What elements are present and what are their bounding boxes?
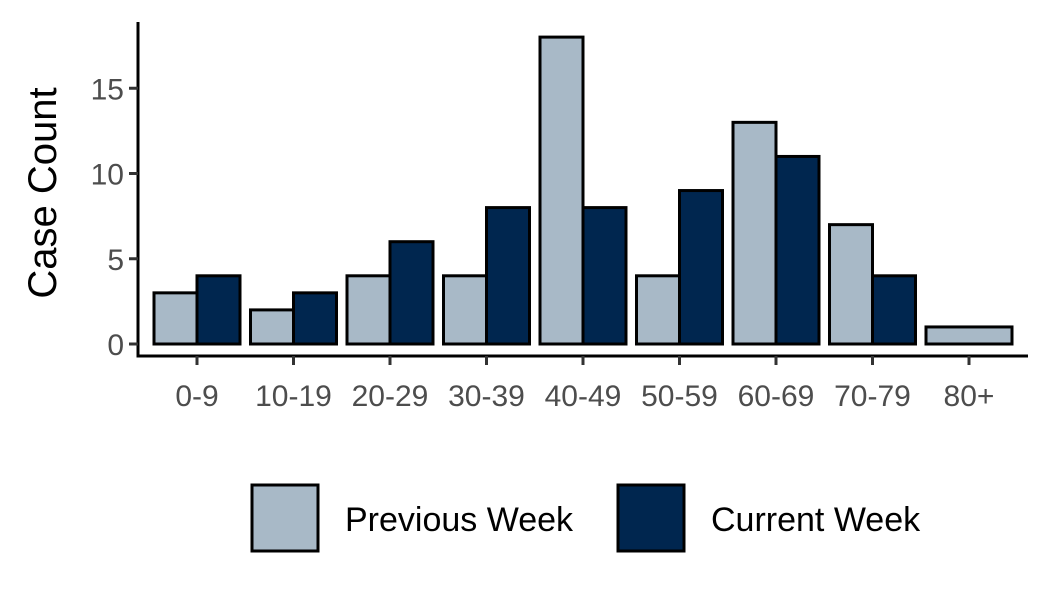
bar-previous-week-80+	[924, 325, 1014, 346]
bar-previous-week-70-79	[828, 223, 874, 346]
bar-current-week-20-29	[388, 240, 435, 346]
y-ticks: 0 5 10 15	[91, 73, 138, 362]
bar-current-week-10-19	[292, 291, 338, 346]
bars-layer	[152, 35, 1014, 346]
bar-current-week-70-79	[871, 274, 917, 346]
legend: Previous Week Current Week	[250, 483, 921, 553]
y-tick-label-10: 10	[91, 159, 124, 192]
x-tick-label-40-49: 40-49	[545, 380, 622, 413]
y-tick-label-0: 0	[107, 329, 124, 362]
bar-previous-week-0-9	[152, 291, 199, 346]
bar-current-week-30-39	[485, 206, 531, 346]
x-tick-label-50-59: 50-59	[641, 380, 718, 413]
legend-label-current-week: Current Week	[711, 501, 921, 539]
legend-swatch-previous-week	[250, 483, 320, 553]
x-tick-label-20-29: 20-29	[352, 380, 429, 413]
x-tick-label-70-79: 70-79	[834, 380, 911, 413]
bar-previous-week-30-39	[442, 274, 488, 346]
bar-previous-week-50-59	[635, 274, 681, 346]
x-tick-label-10-19: 10-19	[255, 380, 332, 413]
bar-current-week-60-69	[774, 154, 821, 346]
x-tick-label-80+: 80+	[944, 380, 995, 413]
legend-swatch-current-week	[616, 483, 686, 553]
bar-current-week-50-59	[678, 189, 724, 346]
bar-current-week-0-9	[195, 274, 242, 346]
y-tick-label-5: 5	[107, 244, 124, 277]
x-tick-label-0-9: 0-9	[175, 380, 218, 413]
bar-previous-week-60-69	[731, 120, 778, 346]
y-tick-label-15: 15	[91, 73, 124, 106]
bar-previous-week-20-29	[345, 274, 392, 346]
legend-label-previous-week: Previous Week	[345, 501, 574, 539]
x-ticks: 0-9 10-19 20-29 30-39 40-49 50-59 60-69 70-79 80…	[175, 356, 994, 413]
x-tick-label-60-69: 60-69	[738, 380, 815, 413]
y-axis-title: Case Count	[21, 87, 65, 298]
bar-current-week-40-49	[581, 206, 628, 346]
x-tick-label-30-39: 30-39	[448, 380, 525, 413]
bar-previous-week-10-19	[249, 308, 295, 346]
bar-previous-week-40-49	[538, 35, 585, 346]
